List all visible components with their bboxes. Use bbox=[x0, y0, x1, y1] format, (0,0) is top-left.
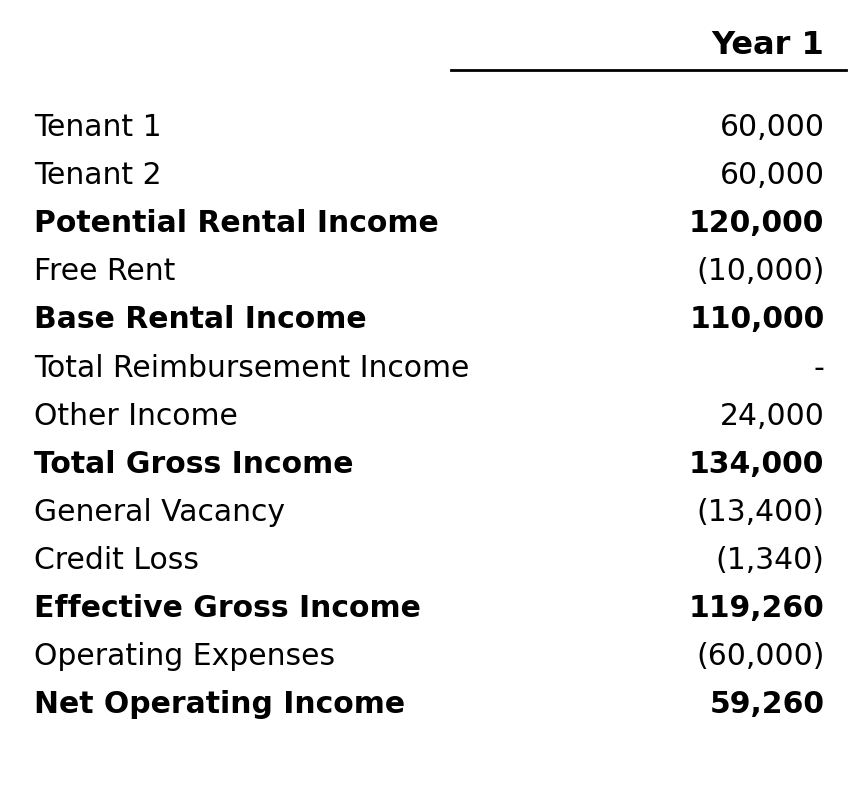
Text: Operating Expenses: Operating Expenses bbox=[34, 642, 335, 671]
Text: 120,000: 120,000 bbox=[689, 209, 824, 238]
Text: (60,000): (60,000) bbox=[696, 642, 824, 671]
Text: Credit Loss: Credit Loss bbox=[34, 546, 199, 574]
Text: Total Gross Income: Total Gross Income bbox=[34, 450, 354, 478]
Text: General Vacancy: General Vacancy bbox=[34, 498, 285, 527]
Text: (10,000): (10,000) bbox=[696, 258, 824, 286]
Text: Year 1: Year 1 bbox=[711, 30, 824, 61]
Text: 59,260: 59,260 bbox=[710, 690, 824, 719]
Text: Base Rental Income: Base Rental Income bbox=[34, 305, 366, 335]
Text: Free Rent: Free Rent bbox=[34, 258, 175, 286]
Text: (1,340): (1,340) bbox=[716, 546, 824, 574]
Text: 119,260: 119,260 bbox=[688, 594, 824, 623]
Text: (13,400): (13,400) bbox=[696, 498, 824, 527]
Text: Net Operating Income: Net Operating Income bbox=[34, 690, 405, 719]
Text: 24,000: 24,000 bbox=[720, 402, 824, 431]
Text: Tenant 2: Tenant 2 bbox=[34, 162, 162, 190]
Text: 60,000: 60,000 bbox=[719, 162, 824, 190]
Text: Total Reimbursement Income: Total Reimbursement Income bbox=[34, 354, 469, 382]
Text: 134,000: 134,000 bbox=[689, 450, 824, 478]
Text: Tenant 1: Tenant 1 bbox=[34, 113, 162, 142]
Text: Other Income: Other Income bbox=[34, 402, 238, 431]
Text: Potential Rental Income: Potential Rental Income bbox=[34, 209, 439, 238]
Text: -: - bbox=[813, 354, 824, 382]
Text: Effective Gross Income: Effective Gross Income bbox=[34, 594, 421, 623]
Text: 60,000: 60,000 bbox=[719, 113, 824, 142]
Text: 110,000: 110,000 bbox=[689, 305, 824, 335]
